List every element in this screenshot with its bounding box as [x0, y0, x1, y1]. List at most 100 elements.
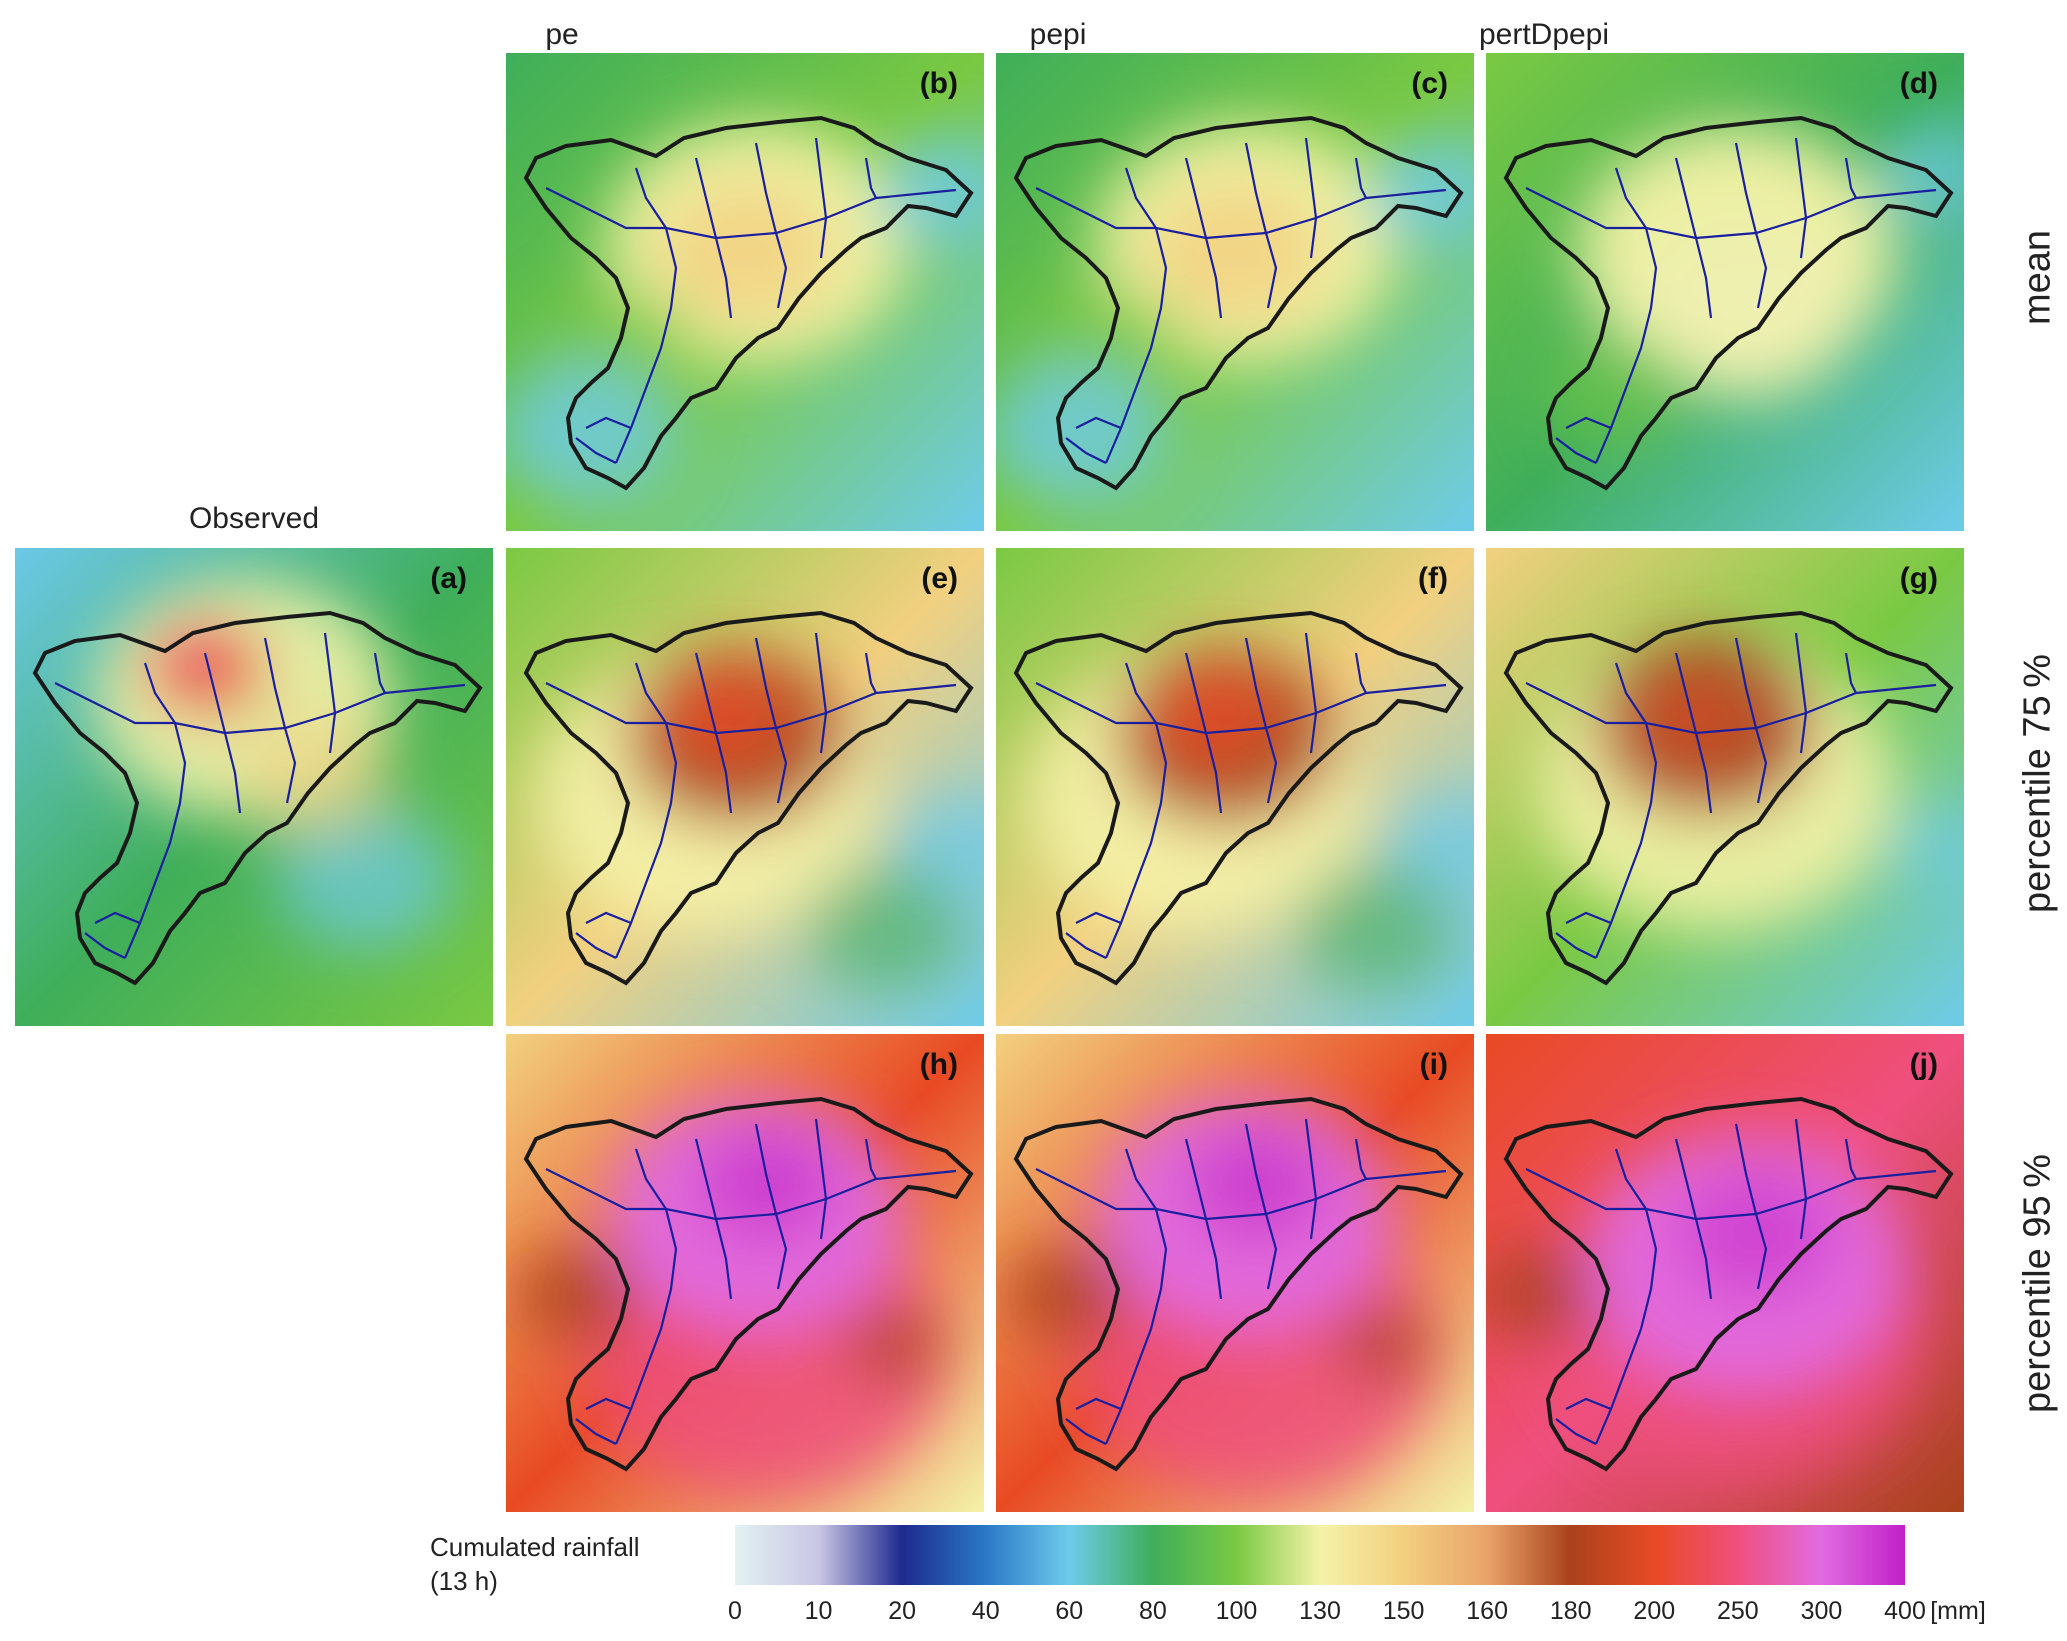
rainfall-map: [1486, 548, 1964, 1026]
river-line: [1555, 1418, 1597, 1445]
river-line: [575, 932, 617, 959]
basin-outline: [32, 610, 483, 986]
river-line: [774, 727, 788, 804]
basin-outline: [1013, 610, 1464, 986]
rainfall-field: [1546, 337, 1686, 449]
colorbar-tick-label: 180: [1549, 1597, 1592, 1625]
colorbar-unit: [mm]: [1930, 1597, 1986, 1625]
river-line: [819, 1198, 828, 1240]
river-line: [1525, 682, 1937, 735]
rainfall-field: [1336, 1304, 1436, 1384]
rainfall-field: [846, 1304, 946, 1384]
panel-label: (h): [919, 1048, 958, 1081]
map-panel-h: (h): [506, 1034, 984, 1512]
colorbar-tick-label: 0: [728, 1597, 742, 1625]
map-panel-c: (c): [996, 53, 1474, 531]
basin-outline: [1013, 1096, 1464, 1472]
rainfall-field: [1636, 225, 1856, 401]
rainfall-field: [1156, 670, 1276, 766]
river-line: [1754, 727, 1768, 804]
colorbar-tick-label: 40: [971, 1597, 1000, 1625]
river-line: [1674, 652, 1698, 734]
river-line: [694, 157, 718, 239]
colorbar-tick-label: 130: [1299, 1597, 1341, 1625]
river-line: [754, 1123, 778, 1215]
river-line: [1794, 632, 1808, 714]
river-line: [754, 637, 778, 729]
river-line: [1794, 1118, 1808, 1200]
river-line: [1734, 142, 1758, 234]
river-line: [634, 1148, 667, 1210]
river-line: [1309, 217, 1318, 259]
river-line: [263, 637, 287, 729]
river-line: [1065, 437, 1107, 464]
rainfall-map: [506, 1034, 984, 1512]
row-title-p75: percentile 75 %: [2016, 654, 2059, 913]
rainfall-map: [15, 548, 493, 1026]
rainfall-field: [1296, 864, 1456, 992]
colorbar-tick-label: 150: [1382, 1597, 1425, 1625]
river-line: [1694, 732, 1713, 814]
river-line: [1309, 1198, 1318, 1240]
river-line: [1844, 1138, 1857, 1180]
river-line: [1555, 932, 1597, 959]
river-line: [1794, 137, 1808, 219]
rainfall-field: [160, 630, 230, 686]
river-line: [1754, 232, 1768, 309]
rainfall-field: [1186, 1128, 1326, 1240]
river-line: [575, 1418, 617, 1445]
river-line: [1124, 1148, 1157, 1210]
panel-label: (i): [1419, 1048, 1448, 1081]
river-line: [1565, 416, 1612, 430]
rainfall-field: [806, 864, 966, 992]
river-line: [819, 217, 828, 259]
colorbar-tick-label: 20: [888, 1597, 917, 1625]
panel-label: (j): [1909, 1048, 1938, 1081]
river-line: [1354, 157, 1367, 199]
basin-outline: [1503, 1096, 1954, 1472]
rainfall-map: [1486, 53, 1964, 531]
river-line: [1204, 237, 1223, 319]
river-line: [94, 911, 141, 925]
basin-outline: [1503, 115, 1954, 491]
river-line: [1065, 932, 1107, 959]
river-line: [814, 1118, 828, 1200]
river-line: [694, 1138, 718, 1220]
basin-outline: [1503, 610, 1954, 986]
colorbar-tick-label: 200: [1633, 1597, 1676, 1625]
river-line: [585, 911, 632, 925]
river-line: [545, 187, 957, 240]
river-line: [1184, 1138, 1208, 1220]
river-line: [1184, 157, 1208, 239]
rainfall-field: [1876, 125, 1964, 221]
river-line: [1124, 167, 1157, 229]
river-line: [545, 682, 957, 735]
colorbar-tick-label: 100: [1215, 1597, 1258, 1625]
river-line: [373, 652, 386, 694]
rainfall-map: [1486, 1034, 1964, 1512]
river-line: [1204, 732, 1223, 814]
basin-outline: [1013, 115, 1464, 491]
panel-label: (f): [1418, 562, 1448, 595]
river-line: [714, 732, 733, 814]
rainfall-field: [516, 1246, 636, 1342]
colorbar-tick-label: 60: [1055, 1597, 1084, 1625]
map-panel-g: (g): [1486, 548, 1964, 1026]
river-line: [1674, 1138, 1698, 1220]
river-line: [1244, 637, 1268, 729]
map-panel-i: (i): [996, 1034, 1474, 1512]
map-panel-d: (d): [1486, 53, 1964, 531]
row-title-p95: percentile 95 %: [2016, 1154, 2059, 1413]
colorbar-tick-label: 250: [1716, 1597, 1759, 1625]
river-line: [143, 662, 176, 724]
rainfall-map: [996, 548, 1474, 1026]
rainfall-field: [1646, 678, 1746, 758]
panel-label: (d): [1899, 67, 1938, 100]
colorbar-tick-label: 80: [1138, 1597, 1167, 1625]
river-line: [754, 142, 778, 234]
river-line: [223, 732, 242, 814]
river-line: [1035, 1168, 1447, 1221]
basin-outline: [523, 610, 974, 986]
column-title-pe: pe: [545, 18, 579, 51]
rainfall-field: [656, 181, 836, 325]
